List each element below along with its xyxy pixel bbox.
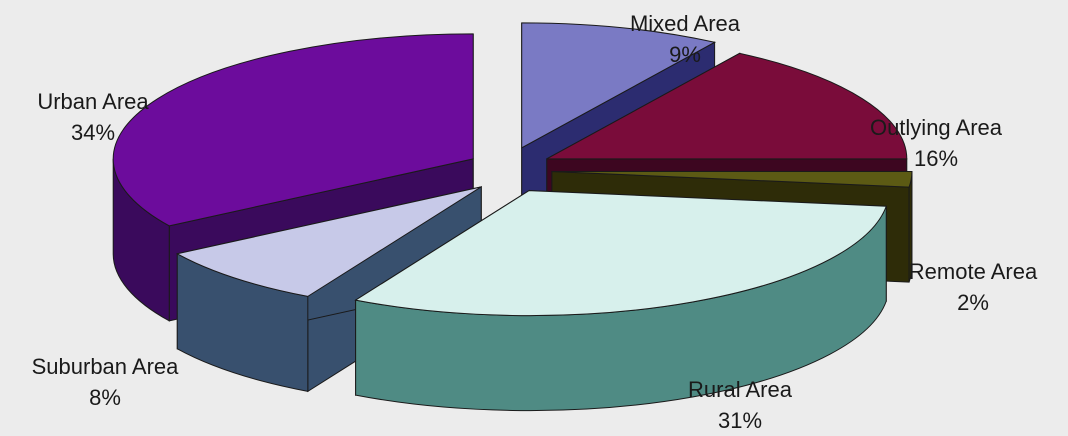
slice-percent-rural-area: 31%	[717, 408, 763, 433]
slice-top-rural-area	[354, 190, 887, 317]
slice-label-remote-area: Remote Area 2%	[878, 256, 1068, 318]
slice-name-mixed-area: Mixed Area	[629, 11, 741, 36]
slice-percent-outlying-area: 16%	[913, 146, 959, 171]
slice-name-suburban-area: Suburban Area	[31, 354, 179, 379]
pie-slice-rural-area	[354, 189, 887, 412]
slice-label-outlying-area: Outlying Area 16%	[836, 112, 1036, 174]
slice-top-outlying-area	[546, 52, 908, 160]
slice-name-urban-area: Urban Area	[37, 89, 149, 114]
slice-label-rural-area: Rural Area 31%	[640, 374, 840, 436]
slice-label-mixed-area: Mixed Area 9%	[590, 8, 780, 70]
slice-percent-mixed-area: 9%	[669, 42, 701, 67]
slice-percent-suburban-area: 8%	[89, 385, 121, 410]
slice-top-mixed-area	[521, 22, 717, 149]
slice-top-suburban-area	[175, 186, 482, 297]
slice-name-rural-area: Rural Area	[688, 377, 792, 402]
slice-percent-urban-area: 34%	[70, 120, 116, 145]
slice-name-outlying-area: Outlying Area	[869, 115, 1003, 140]
slice-label-urban-area: Urban Area 34%	[0, 86, 186, 148]
slice-top-urban-area	[112, 33, 474, 227]
slice-top-remote-area	[551, 170, 913, 188]
slice-percent-remote-area: 2%	[957, 290, 989, 315]
slice-name-remote-area: Remote Area	[908, 259, 1038, 284]
slice-label-suburban-area: Suburban Area 8%	[0, 351, 210, 413]
